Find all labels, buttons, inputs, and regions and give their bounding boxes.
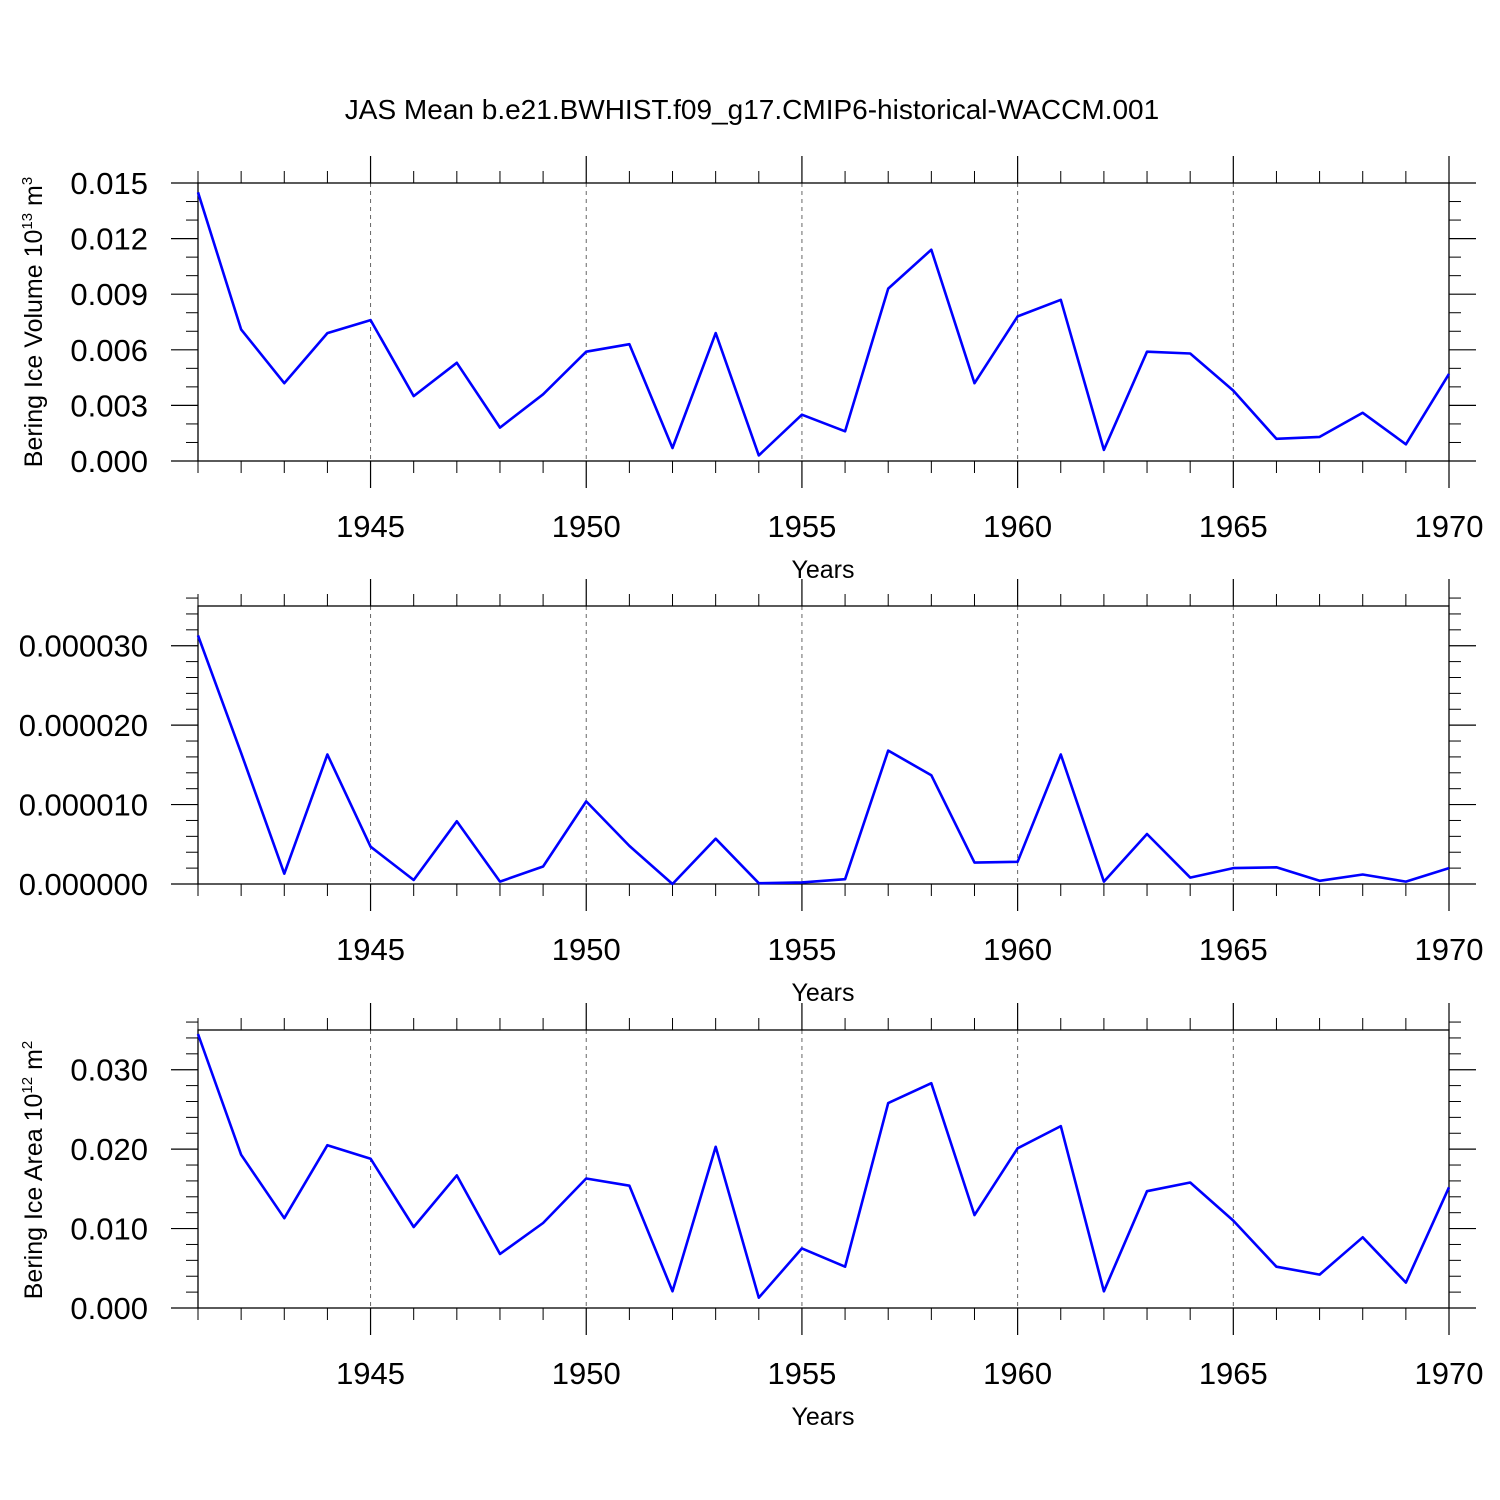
thickness-x-tick-labels: 1945 1950 1955 1960 1965 1970 xyxy=(336,932,1483,967)
volume-y-tick-label: 0.012 xyxy=(70,222,148,257)
area-panel-grid xyxy=(370,1030,1234,1308)
thickness-y-tick-label: 0.000030 xyxy=(19,629,148,664)
volume-x-tick-label: 1965 xyxy=(1199,509,1268,544)
thickness-series-line xyxy=(196,634,1450,886)
area-x-tick-label: 1965 xyxy=(1199,1356,1268,1391)
volume-panel-frame xyxy=(197,182,1450,462)
volume-x-tick-label: 1955 xyxy=(767,509,836,544)
volume-y-tick-label: 0.006 xyxy=(70,333,148,368)
figure-title: JAS Mean b.e21.BWHIST.f09_g17.CMIP6-hist… xyxy=(345,94,1159,125)
area-panel-ticks xyxy=(171,1003,1476,1335)
thickness-panel-grid xyxy=(370,606,1234,884)
area-x-tick-label: 1955 xyxy=(767,1356,836,1391)
thickness-x-tick-label: 1960 xyxy=(983,932,1052,967)
volume-y-tick-label: 0.009 xyxy=(70,277,148,312)
thickness-x-tick-label: 1965 xyxy=(1199,932,1268,967)
thickness-x-tick-label: 1955 xyxy=(767,932,836,967)
thickness-x-tick-label: 1970 xyxy=(1415,932,1484,967)
thickness-panel: 0.000000 0.000010 0.000020 0.000030 1945 195… xyxy=(19,579,1483,1007)
volume-x-tick-label: 1960 xyxy=(983,509,1052,544)
volume-x-tick-label: 1970 xyxy=(1415,509,1484,544)
volume-x-tick-label: 1945 xyxy=(336,509,405,544)
area-y-tick-label: 0.010 xyxy=(70,1212,148,1247)
area-x-tick-label: 1950 xyxy=(552,1356,621,1391)
volume-y-tick-label: 0.000 xyxy=(70,444,148,479)
volume-panel-grid xyxy=(370,183,1234,461)
area-x-tick-labels: 1945 1950 1955 1960 1965 1970 xyxy=(336,1356,1483,1391)
area-y-tick-label: 0.000 xyxy=(70,1291,148,1326)
thickness-panel-ticks xyxy=(171,579,1476,911)
area-y-tick-label: 0.030 xyxy=(70,1053,148,1088)
volume-x-tick-labels: 1945 1950 1955 1960 1965 1970 xyxy=(336,509,1483,544)
volume-y-tick-labels: 0.000 0.003 0.006 0.009 0.012 0.015 xyxy=(70,166,148,479)
thickness-y-tick-label: 0.000000 xyxy=(19,867,148,902)
thickness-y-tick-label: 0.000010 xyxy=(19,788,148,823)
area-y-tick-label: 0.020 xyxy=(70,1132,148,1167)
area-x-tick-label: 1945 xyxy=(336,1356,405,1391)
volume-x-tick-label: 1950 xyxy=(552,509,621,544)
area-panel: 0.000 0.010 0.020 0.030 1945 1950 1955 1960 196… xyxy=(19,1003,1483,1431)
area-y-tick-labels: 0.000 0.010 0.020 0.030 xyxy=(70,1053,148,1326)
volume-y-axis-label: Bering Ice Volume 1013 m3 xyxy=(19,177,48,467)
thickness-y-tick-labels: 0.000000 0.000010 0.000020 0.000030 xyxy=(19,629,148,902)
thickness-x-tick-label: 1950 xyxy=(552,932,621,967)
volume-series-line xyxy=(196,191,1451,457)
volume-x-axis-label: Years xyxy=(791,556,854,584)
area-x-tick-label: 1960 xyxy=(983,1356,1052,1391)
thickness-panel-frame xyxy=(197,605,1450,885)
area-y-axis-label: Bering Ice Area 1012 m2 xyxy=(19,1041,48,1300)
area-series-line xyxy=(196,1033,1451,1299)
thickness-x-tick-label: 1945 xyxy=(336,932,405,967)
volume-panel-ticks xyxy=(171,156,1476,488)
volume-y-tick-label: 0.015 xyxy=(70,166,148,201)
thickness-y-tick-label: 0.000020 xyxy=(19,708,148,743)
area-x-tick-label: 1970 xyxy=(1415,1356,1484,1391)
area-x-axis-label: Years xyxy=(791,1403,854,1431)
area-panel-frame xyxy=(197,1029,1450,1309)
thickness-x-axis-label: Years xyxy=(791,979,854,1007)
volume-y-tick-label: 0.003 xyxy=(70,388,148,423)
